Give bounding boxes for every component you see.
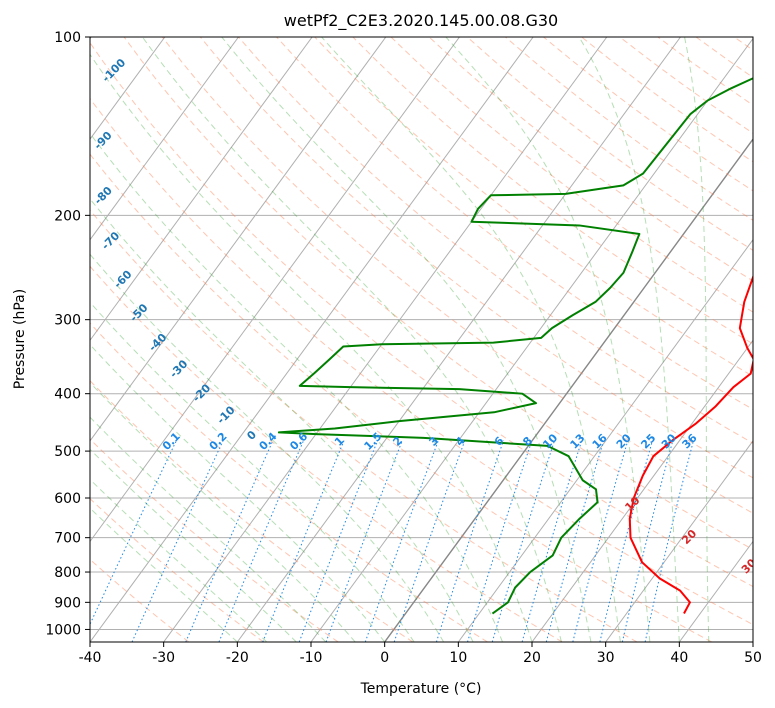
reference-lines-layer [90,37,753,642]
moist-adiabat-line [90,507,238,642]
dewpoint-profile-line [277,77,753,615]
mixing-ratio-line [644,440,694,642]
dry-adiabat-line [90,322,488,642]
y-tick-label: 100 [54,30,81,46]
moist-adiabat-line [90,53,533,642]
series-layer [277,77,753,615]
isotherm-line [163,37,608,642]
isotherm-line [90,37,166,141]
mixing-ratio-line [545,440,605,642]
mixing-ratio-line [218,440,305,642]
x-tick-label: 20 [523,650,541,666]
chart-title: wetPf2_C2E3.2020.145.00.08.G30 [284,11,558,31]
mixing-ratio-line [185,440,274,642]
moist-adiabat-line [578,37,680,642]
dry-adiabat-line [276,37,753,410]
moist-adiabat-line [90,381,356,642]
isotherm-line [90,37,239,241]
dry-adiabat-line [90,209,638,642]
x-tick-label: 40 [670,650,688,666]
zero-isotherm-line [384,137,753,642]
y-tick-label: 600 [54,491,81,507]
y-tick-label: 300 [54,313,81,329]
x-tick-label: 10 [449,650,467,666]
moist-adiabat-line [90,343,386,642]
y-tick-label: 800 [54,565,81,581]
mixing-ratio-line [393,440,466,642]
moist-adiabat-line [684,37,710,642]
moist-adiabat-line [90,132,503,642]
plot-frame [89,36,754,643]
isotherm-line [90,37,534,642]
y-tick-label: 200 [54,208,81,224]
y-tick-label: 400 [54,387,81,403]
moist-adiabat-line [90,301,415,642]
mixing-ratio-line [572,440,629,642]
isotherm-line [531,339,753,642]
moist-adiabat-line [142,37,562,642]
mixing-ratio-line [621,440,674,642]
x-tick-label: -10 [300,650,323,666]
x-tick-label: -20 [226,650,249,666]
isotherm-line [457,238,753,642]
mixing-ratio-line [467,440,533,642]
y-tick-label: 500 [54,444,81,460]
y-tick-label: 1000 [45,622,81,638]
x-tick-label: 30 [597,650,615,666]
dry-adiabat-line [123,37,753,550]
x-tick-label: 0 [380,650,389,666]
moist-adiabat-line [90,253,445,642]
moist-adiabat-line [321,37,621,642]
x-axis: -40 -30 -20 -10 0 10 20 30 40 50 [79,642,762,666]
x-tick-label: -30 [152,650,175,666]
isotherm-line [90,37,387,442]
moist-adiabat-line [221,37,592,642]
dry-adiabat-line [161,37,753,514]
dry-adiabat-line [314,37,753,377]
x-tick-label: 50 [744,650,762,666]
dry-adiabat-line [90,97,753,626]
y-axis-title: Pressure (hPa) [12,289,28,389]
dry-adiabat-line [238,37,753,444]
x-tick-label: -40 [79,650,102,666]
y-tick-label: 700 [54,531,81,547]
y-axis: 100 200 300 400 500 600 700 800 900 1000 [45,30,90,638]
mixing-ratio-line [364,440,439,642]
moist-adiabat-line [90,478,268,642]
dry-adiabat-line [90,379,414,642]
y-tick-label: 900 [54,595,81,611]
x-axis-title: Temperature (°C) [360,681,482,697]
mixing-ratio-line [491,440,555,642]
temperature-profile-line [628,274,753,615]
moist-adiabat-line [90,448,297,642]
moist-adiabat-line [445,37,651,642]
mixing-ratio-line [131,440,224,642]
dry-adiabat-line [90,153,712,642]
isotherm-line [90,37,313,342]
dry-adiabat-line [90,41,753,588]
isotherm-line [236,37,681,642]
moist-adiabat-line [90,416,327,642]
mixing-ratio-line [599,440,653,642]
isotherm-line [605,440,753,642]
dry-adiabat-line [90,265,563,642]
mixing-ratio-line [325,440,403,642]
